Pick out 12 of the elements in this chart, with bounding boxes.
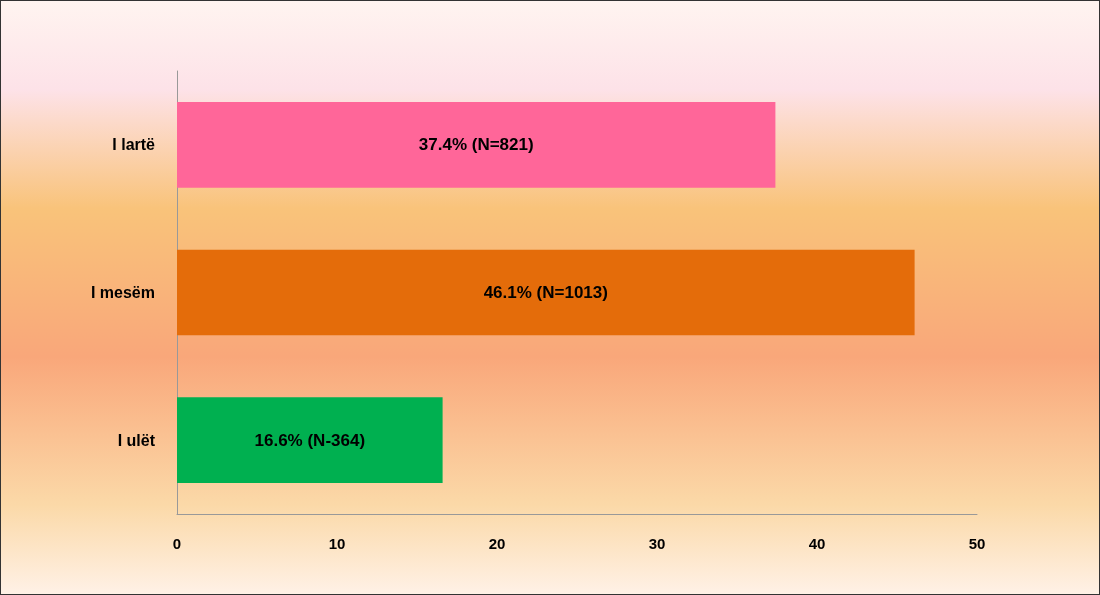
y-tick-label: I mesëm — [90, 284, 155, 301]
data-label: 37.4% (N=821) — [418, 135, 534, 155]
x-tick-label: 10 — [328, 535, 346, 552]
x-tick-label: 40 — [808, 535, 826, 552]
x-tick-label: 30 — [648, 535, 666, 552]
data-label: 46.1% (N=1013) — [483, 283, 608, 302]
data-label: 16.6% (N-364) — [254, 430, 366, 450]
x-tick-label: 20 — [488, 535, 506, 552]
x-tick-label: 0 — [172, 535, 182, 552]
x-tick-label: 50 — [968, 535, 986, 552]
y-tick-label: I ulët — [117, 431, 156, 449]
y-tick-label: I lartë — [112, 136, 156, 154]
